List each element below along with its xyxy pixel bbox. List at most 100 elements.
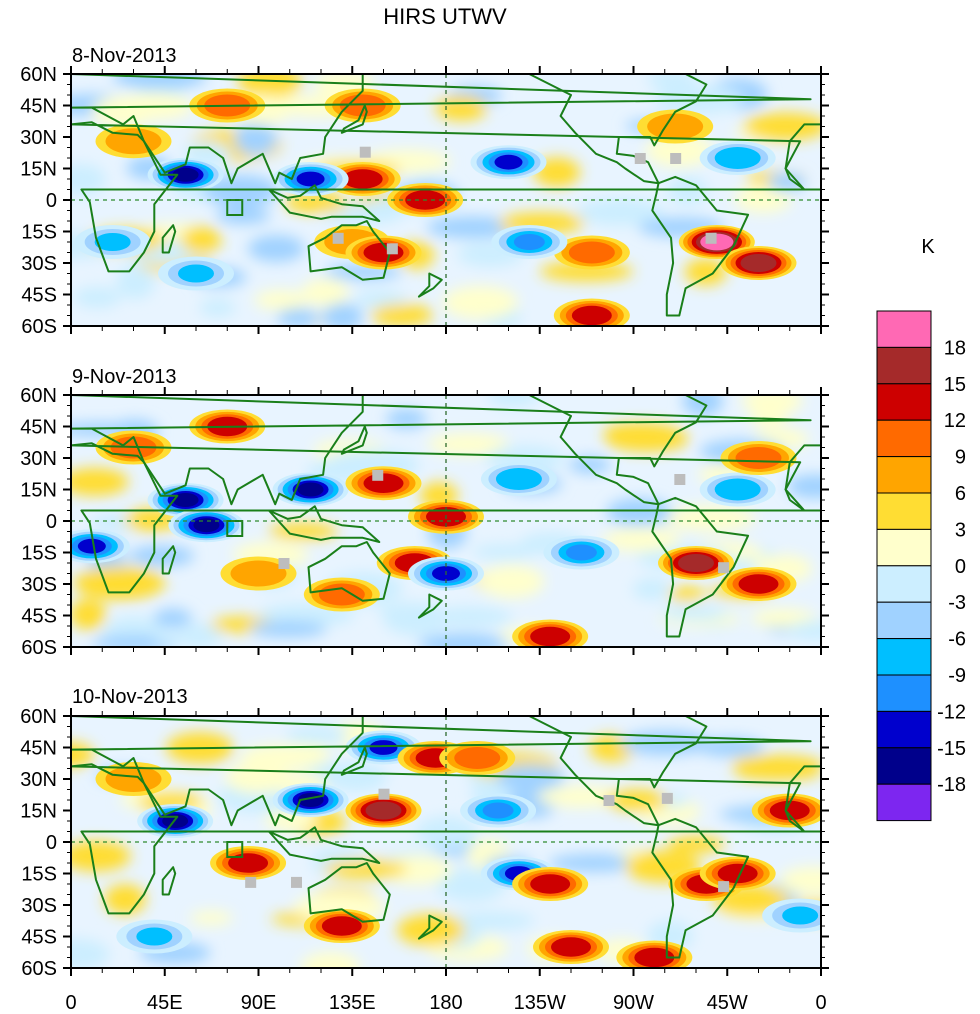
y-tick-label: 30N	[20, 448, 57, 470]
missing-data-cell	[674, 474, 686, 485]
y-tick-label: 45S	[21, 606, 57, 628]
colorbar-level-label: 0	[955, 556, 966, 578]
colorbar-level-label: -3	[948, 592, 966, 614]
field-patch	[268, 522, 339, 540]
coastline	[340, 104, 368, 134]
y-tick-label: 15N	[20, 801, 57, 823]
field-patch	[73, 566, 166, 601]
field-patch	[682, 395, 724, 417]
field-patch	[277, 308, 319, 326]
field-patch	[370, 304, 434, 326]
field-patch	[129, 545, 195, 567]
anomaly-contour	[657, 117, 694, 136]
colorbar-swatch	[876, 710, 932, 749]
field-patch	[779, 866, 821, 895]
colorbar-level-label: 9	[955, 447, 966, 469]
anomaly-contour	[77, 538, 106, 554]
field-patch	[104, 884, 146, 915]
x-tick-label: 135W	[514, 992, 566, 1014]
coastline	[307, 541, 391, 602]
anomaly-contour	[782, 906, 819, 925]
x-tick-label: 45E	[147, 992, 183, 1014]
y-tick-label: 45S	[21, 927, 57, 949]
field-patch	[153, 630, 226, 646]
anomaly-contour	[494, 154, 523, 170]
coastline	[307, 862, 391, 923]
field-patch	[249, 620, 327, 638]
field-patch	[487, 395, 540, 407]
colorbar-swatch	[876, 383, 932, 421]
axis-ticks	[63, 387, 829, 655]
y-tick-label: 30N	[20, 127, 57, 149]
field-patch	[323, 859, 408, 879]
y-tick-label: 45N	[20, 738, 57, 760]
y-tick-label: 15N	[20, 480, 57, 502]
y-tick-label: 30S	[21, 895, 57, 917]
field-patch	[418, 633, 509, 647]
anomaly-contour	[178, 264, 214, 283]
field-patch	[285, 726, 350, 745]
coastline	[267, 826, 381, 864]
field-patch	[786, 474, 821, 499]
anomaly-contour	[743, 450, 774, 466]
colorbar-unit-label: K	[921, 236, 935, 258]
colorbar-swatch	[876, 638, 932, 676]
anomaly-features	[95, 730, 821, 968]
field-patch	[202, 174, 279, 208]
field-patch	[378, 602, 443, 621]
colorbar-swatch	[876, 565, 932, 603]
coastline	[71, 395, 812, 506]
x-tick-label: 180	[429, 992, 462, 1014]
field-patch	[667, 586, 706, 602]
field-patch	[731, 754, 821, 775]
coastline	[651, 496, 750, 638]
x-tick-label: 90E	[241, 992, 277, 1014]
missing-data-cell	[603, 795, 615, 806]
y-tick-label: 0	[46, 190, 57, 212]
field-patch	[428, 606, 513, 628]
colorbar-swatch	[876, 601, 932, 640]
anomaly-contour	[369, 740, 398, 755]
colorbar-level-label: 18	[944, 337, 966, 359]
x-tick-label: 135E	[329, 992, 376, 1014]
coastline	[161, 545, 177, 575]
y-tick-label: 45N	[20, 417, 57, 439]
missing-data-cell	[661, 792, 673, 804]
y-tick-label: 60S	[21, 316, 57, 338]
coastline	[340, 425, 368, 455]
field-patch	[741, 395, 803, 415]
y-tick-label: 60S	[21, 637, 57, 659]
anomaly-contour	[347, 97, 379, 114]
x-tick-label: 0	[65, 992, 76, 1014]
y-tick-label: 60N	[20, 385, 57, 407]
anomaly-contour	[172, 493, 199, 507]
axis-ticks	[63, 708, 829, 976]
anomaly-contour	[577, 308, 606, 323]
y-tick-label: 60S	[21, 958, 57, 980]
colorbar-level-label: -18	[937, 774, 966, 796]
field-patch	[189, 910, 233, 926]
y-tick-label: 45S	[21, 285, 57, 307]
field-patch	[71, 163, 107, 196]
anomaly-contour	[172, 167, 199, 182]
map-panel-10-nov: 10-Nov-2013 60N 45N 30N 15N 0 15S 30S 45S 60S	[20, 686, 829, 980]
anomaly-contour	[503, 471, 535, 487]
map-panel-8-nov: 8-Nov-2013 60N 45N 30N 15N 0 15S 30S 45S 60S	[20, 45, 829, 338]
field-patch	[660, 605, 728, 621]
colorbar-swatch	[876, 419, 932, 458]
anomaly-field	[71, 395, 821, 647]
coastlines	[71, 716, 821, 959]
anomaly-contour	[576, 244, 608, 261]
coastline	[71, 763, 806, 915]
missing-data-cell	[386, 243, 398, 255]
field-patch	[734, 184, 792, 213]
field-patch	[354, 290, 407, 309]
field-patch	[71, 938, 110, 968]
coastline	[161, 224, 177, 254]
field-patch	[180, 226, 222, 255]
field-patch	[444, 911, 535, 931]
missing-data-cell	[670, 153, 682, 164]
coastline	[784, 765, 821, 833]
y-tick-label: 0	[46, 511, 57, 533]
colorbar-swatch	[876, 346, 932, 385]
